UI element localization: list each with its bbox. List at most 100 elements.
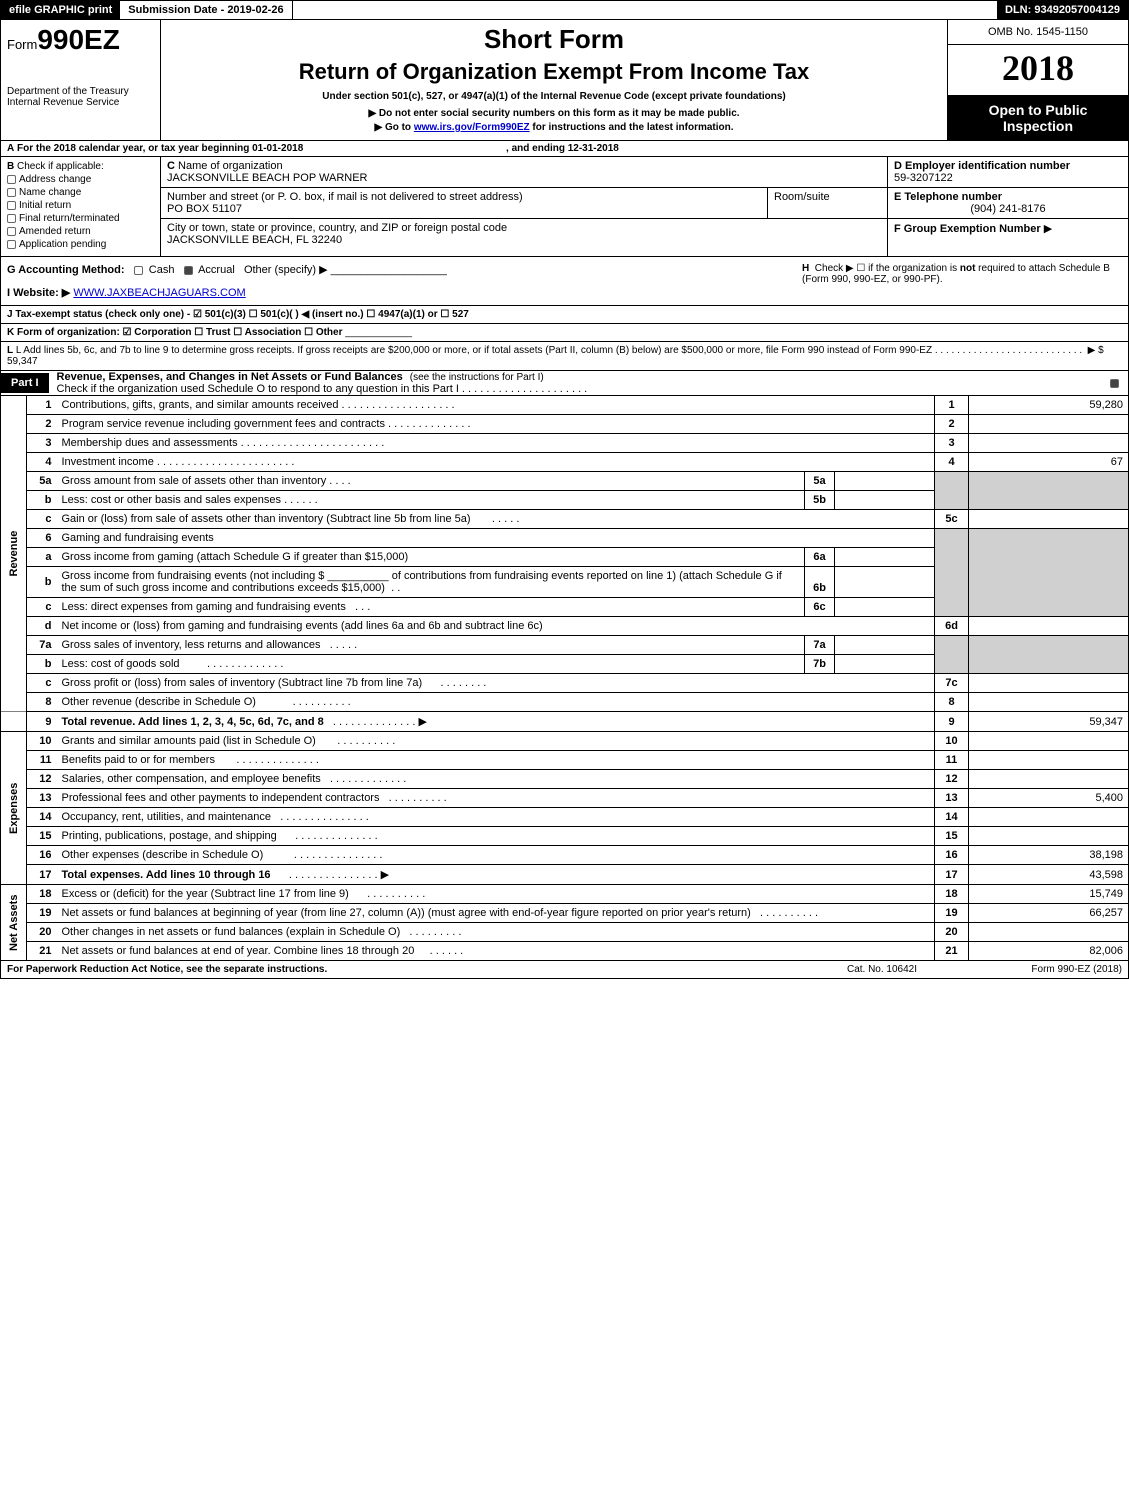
d-ein-box: D Employer identification number 59-3207… [888,157,1128,188]
l6c-desc: Less: direct expenses from gaming and fu… [62,601,346,613]
irs-link[interactable]: www.irs.gov/Form990EZ [414,122,530,133]
row-a-text1: For the 2018 calendar year, or tax year … [17,143,303,154]
ssn-warning: ▶ Do not enter social security numbers o… [167,108,941,119]
line-7a: 7a Gross sales of inventory, less return… [1,636,1129,655]
expenses-sidelabel: Expenses [1,732,27,885]
l15-desc: Printing, publications, postage, and shi… [62,830,277,842]
l7c-num: c [27,674,57,693]
footer-paperwork: For Paperwork Reduction Act Notice, see … [7,964,802,975]
chk-name-change[interactable]: Name change [7,187,154,198]
g-other[interactable]: Other (specify) ▶ [244,264,328,276]
label-c: C [167,160,175,172]
l6d-ln: 6d [935,617,969,636]
l7b-midval [835,655,935,674]
l21-num: 21 [27,942,57,961]
tax-year: 2018 [948,45,1128,96]
chk-final-return[interactable]: Final return/terminated [7,213,154,224]
line-12: 12 Salaries, other compensation, and emp… [1,770,1129,789]
line-10: Expenses 10 Grants and similar amounts p… [1,732,1129,751]
l11-desc: Benefits paid to or for members [62,754,215,766]
l6abc-grey [935,529,969,617]
l14-amt [969,808,1129,827]
line-16: 16 Other expenses (describe in Schedule … [1,846,1129,865]
line-19: 19 Net assets or fund balances at beginn… [1,904,1129,923]
g-accrual[interactable]: Accrual [198,264,235,276]
l17-amt: 43,598 [969,865,1129,885]
submission-date: Submission Date - 2019-02-26 [120,1,292,19]
chk-address-change[interactable]: Address change [7,174,154,185]
l14-ln: 14 [935,808,969,827]
l6a-midval [835,548,935,567]
chk-initial-return[interactable]: Initial return [7,200,154,211]
l11-ln: 11 [935,751,969,770]
l13-amt: 5,400 [969,789,1129,808]
l2-desc: Program service revenue including govern… [62,418,385,430]
phone-value: (904) 241-8176 [894,203,1122,215]
line-1: Revenue 1 Contributions, gifts, grants, … [1,396,1129,415]
row-g-accounting: G Accounting Method: Cash Accrual Other … [7,263,802,299]
l13-desc: Professional fees and other payments to … [62,792,380,804]
l4-amt: 67 [969,453,1129,472]
form-990ez: 990EZ [37,24,120,55]
omb-number: OMB No. 1545-1150 [948,20,1128,45]
l7ab-grey-amt [969,636,1129,674]
l18-ln: 18 [935,885,969,904]
under-section: Under section 501(c), 527, or 4947(a)(1)… [167,91,941,102]
l2-amt [969,415,1129,434]
e-label: E Telephone number [894,191,1002,203]
footer: For Paperwork Reduction Act Notice, see … [0,961,1129,979]
i-website-label: I Website: ▶ [7,287,70,299]
l5c-amt [969,510,1129,529]
opt-name-change: Name change [19,187,81,198]
chk-application-pending[interactable]: Application pending [7,239,154,250]
l5c-ln: 5c [935,510,969,529]
l20-num: 20 [27,923,57,942]
l19-ln: 19 [935,904,969,923]
opt-initial-return: Initial return [19,200,71,211]
part1-checkbox[interactable] [1110,377,1122,389]
row-h-check: H Check ▶ ☐ if the organization is not r… [802,263,1122,299]
l4-desc: Investment income [62,456,154,468]
l14-num: 14 [27,808,57,827]
l8-num: 8 [27,693,57,712]
d-label: D Employer identification number [894,160,1070,172]
line-14: 14 Occupancy, rent, utilities, and maint… [1,808,1129,827]
l10-amt [969,732,1129,751]
efile-print-button[interactable]: efile GRAPHIC print [1,1,120,19]
label-b: B [7,161,14,172]
l13-ln: 13 [935,789,969,808]
e-phone-box: E Telephone number (904) 241-8176 [888,188,1128,219]
chk-amended-return[interactable]: Amended return [7,226,154,237]
l5a-num: 5a [27,472,57,491]
l6b-midval [835,567,935,598]
return-title: Return of Organization Exempt From Incom… [167,59,941,85]
l7c-desc: Gross profit or (loss) from sales of inv… [62,677,423,689]
l7a-num: 7a [27,636,57,655]
l6a-num: a [27,548,57,567]
dln-number: DLN: 93492057004129 [997,1,1128,19]
l15-num: 15 [27,827,57,846]
website-link[interactable]: WWW.JAXBEACHJAGUARS.COM [73,287,245,299]
l6b-desc1: Gross income from fundraising events (no… [62,570,328,582]
g-label: G Accounting Method: [7,264,125,276]
room-suite: Room/suite [767,188,887,218]
l17-arrow: ▶ [381,869,389,881]
h-not: not [960,263,976,274]
l2-num: 2 [27,415,57,434]
header-right: OMB No. 1545-1150 2018 Open to Public In… [948,20,1128,140]
l10-num: 10 [27,732,57,751]
h-text1: Check ▶ ☐ if the organization is [815,263,960,274]
l7a-desc: Gross sales of inventory, less returns a… [62,639,321,651]
g-cash[interactable]: Cash [149,264,175,276]
l6-desc: Gaming and fundraising events [57,529,935,548]
form-number: Form990EZ [7,24,154,56]
part1-sub: (see the instructions for Part I) [410,372,544,383]
l7c-amt [969,674,1129,693]
l6a-desc: Gross income from gaming (attach Schedul… [57,548,805,567]
line-9: 9 Total revenue. Add lines 1, 2, 3, 4, 5… [1,712,1129,732]
l6-num: 6 [27,529,57,548]
l1-desc: Contributions, gifts, grants, and simila… [62,399,339,411]
row-a-text2: , and ending 12-31-2018 [506,143,619,154]
l6b-mid: 6b [805,567,835,598]
l15-amt [969,827,1129,846]
